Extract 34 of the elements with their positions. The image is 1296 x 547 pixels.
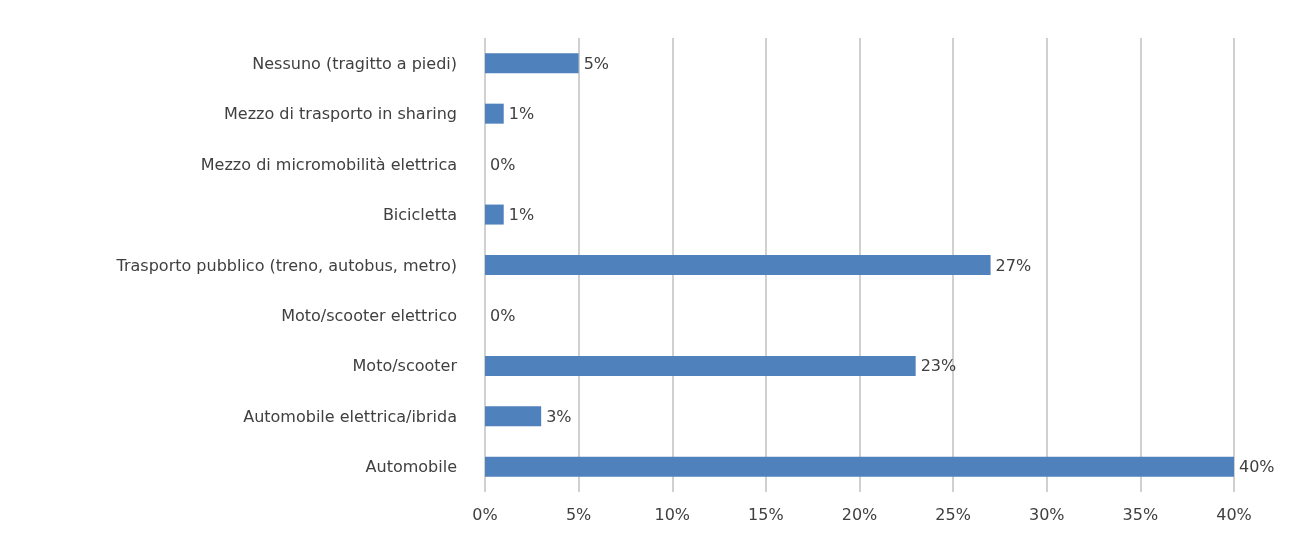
y-tick-label: Moto/scooter elettrico [281,305,457,325]
y-tick-label: Moto/scooter [352,356,458,376]
x-tick-label: 25% [935,504,971,524]
data-label: 27% [995,255,1032,275]
bar [485,53,579,74]
data-label: 3% [546,406,572,426]
bar [485,103,504,124]
bar [485,355,916,376]
data-label: 1% [508,104,535,124]
y-tick-label: Trasporto pubblico (treno, autobus, metro) [115,255,457,275]
data-label: 40% [1239,457,1275,477]
y-tick-label: Nessuno (tragitto a piedi) [252,53,457,73]
x-tick-label: 5% [565,504,592,524]
x-tick-label: 15% [748,504,784,524]
data-label: 1% [508,205,535,225]
bar [485,255,991,275]
data-label: 0% [490,305,516,325]
x-tick-label: 30% [1028,504,1065,524]
x-tick-label: 20% [841,504,878,524]
bar [485,456,1234,477]
bar [485,406,542,427]
data-label: 0% [490,154,516,174]
x-tick-label: 40% [1216,504,1252,524]
data-label: 23% [920,356,957,376]
y-tick-label: Automobile [365,457,457,477]
y-tick-label: Bicicletta [382,205,457,225]
y-tick-label: Mezzo di micromobilità elettrica [200,154,457,174]
x-tick-label: 0% [472,504,498,524]
x-tick-label: 35% [1122,504,1159,524]
bar [485,204,504,225]
y-tick-label: Automobile elettrica/ibrida [243,406,457,426]
x-tick-label: 10% [654,504,691,524]
y-tick-label: Mezzo di trasporto in sharing [224,104,457,124]
data-label: 5% [583,53,610,73]
